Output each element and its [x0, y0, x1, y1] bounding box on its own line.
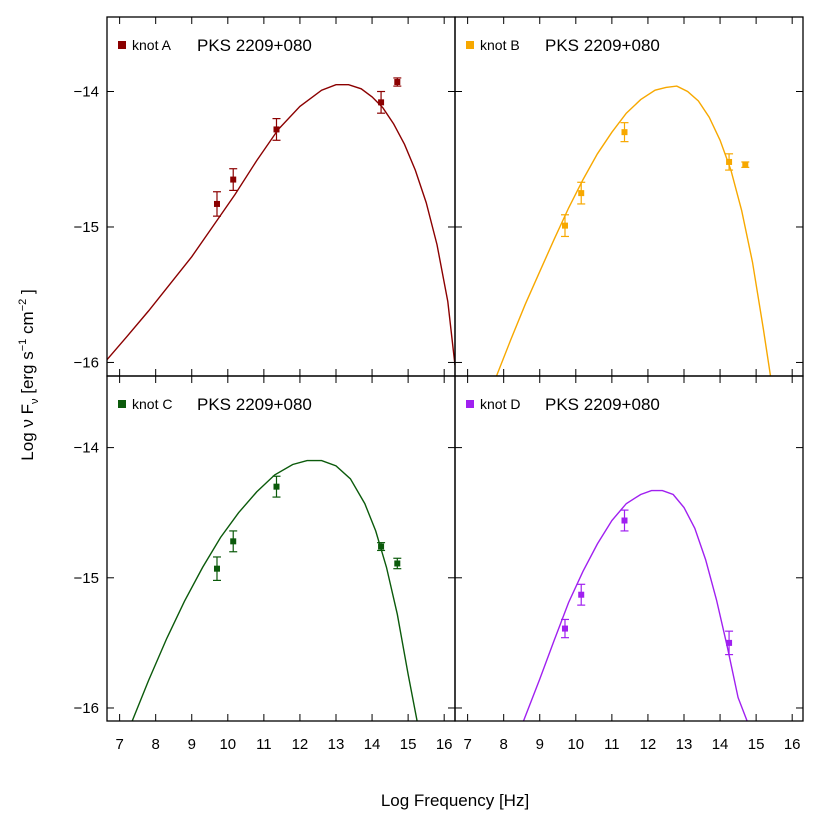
y-axis-label-main: Log ν F: [18, 404, 37, 461]
panel-bottom-left: 7 8 9 10 11 12 13 14 15 16 −14 −15 −16 knot C PKS 2209…: [74, 375, 456, 753]
x-tick-label: 7: [463, 736, 471, 753]
data-point: [273, 126, 280, 133]
model-curve: [495, 85, 772, 376]
panel-bottom-right: 7 8 9 10 11 12 13 14 15 16 knot D PKS 2209+080: [454, 375, 804, 753]
x-tick-label: 9: [536, 736, 544, 753]
x-tick-label: 10: [219, 736, 236, 753]
data-point: [621, 517, 628, 524]
x-axis-label: Log Frequency [Hz]: [381, 791, 529, 810]
data-point: [378, 99, 385, 106]
y-axis-label-close: ]: [18, 289, 37, 294]
y-tick-label: −16: [74, 700, 99, 717]
legend-label: knot D: [480, 396, 520, 412]
data-point: [378, 543, 385, 550]
data-point: [394, 560, 401, 567]
x-tick-label: 9: [188, 736, 196, 753]
data-point: [578, 591, 585, 598]
x-tick-label: 11: [604, 736, 620, 753]
x-tick-label: 11: [256, 736, 272, 753]
panel-frame: [106, 16, 456, 377]
x-tick-label: 8: [500, 736, 508, 753]
data-point: [578, 190, 585, 197]
y-axis-label-exp2: −2: [17, 299, 29, 312]
x-tick-label: 10: [567, 736, 584, 753]
source-label: PKS 2209+080: [545, 36, 660, 55]
model-curve: [107, 84, 455, 366]
data-point: [213, 200, 220, 207]
x-tick-label: 15: [748, 736, 765, 753]
data-point: [561, 222, 568, 229]
legend-label: knot B: [480, 37, 520, 53]
y-tick-label: −15: [74, 219, 99, 236]
data-point: [726, 639, 733, 646]
x-tick-label: 13: [328, 736, 345, 753]
y-axis-label: Log ν Fν [erg s−1 cm−2 ]: [17, 289, 41, 460]
data-point: [230, 538, 237, 545]
data-point: [213, 565, 220, 572]
legend-marker: [466, 41, 474, 49]
y-axis-label-units: [erg s: [18, 351, 37, 394]
y-tick-label: −16: [74, 354, 99, 371]
x-tick-label: 14: [712, 736, 729, 753]
y-axis-label-exp1: −1: [17, 339, 29, 352]
panel-top-right: knot B PKS 2209+080: [454, 16, 804, 377]
panels: −14 −15 −16 knot A PKS 2209+080 knot B PKS 220…: [74, 16, 804, 753]
y-tick-label: −14: [74, 84, 99, 101]
y-axis-label-sub: ν: [29, 398, 41, 404]
y-tick-label: −14: [74, 440, 99, 457]
x-tick-label: 16: [784, 736, 801, 753]
data-point: [726, 158, 733, 165]
x-tick-label: 13: [676, 736, 693, 753]
data-point: [621, 129, 628, 136]
source-label: PKS 2209+080: [197, 36, 312, 55]
x-tick-label: 8: [152, 736, 160, 753]
x-tick-label: 7: [115, 736, 123, 753]
x-tick-label: 14: [364, 736, 381, 753]
model-curve: [131, 459, 418, 721]
legend-marker: [466, 400, 474, 408]
panel-frame: [454, 375, 804, 722]
data-point: [230, 176, 237, 183]
data-point: [394, 79, 401, 86]
data-point: [561, 625, 568, 632]
source-label: PKS 2209+080: [545, 395, 660, 414]
data-point: [742, 161, 749, 168]
x-tick-label: 12: [292, 736, 309, 753]
panel-frame: [106, 375, 456, 722]
legend-label: knot C: [132, 396, 172, 412]
legend-marker: [118, 400, 126, 408]
x-tick-label: 15: [400, 736, 417, 753]
x-tick-label: 12: [640, 736, 657, 753]
panel-frame: [454, 16, 804, 377]
data-point: [273, 483, 280, 490]
model-curve: [522, 489, 748, 721]
y-tick-label: −15: [74, 570, 99, 587]
legend-label: knot A: [132, 37, 172, 53]
source-label: PKS 2209+080: [197, 395, 312, 414]
y-axis-label-cm: cm: [18, 311, 37, 334]
panel-top-left: −14 −15 −16 knot A PKS 2209+080: [74, 16, 456, 377]
legend-marker: [118, 41, 126, 49]
x-tick-label: 16: [436, 736, 453, 753]
